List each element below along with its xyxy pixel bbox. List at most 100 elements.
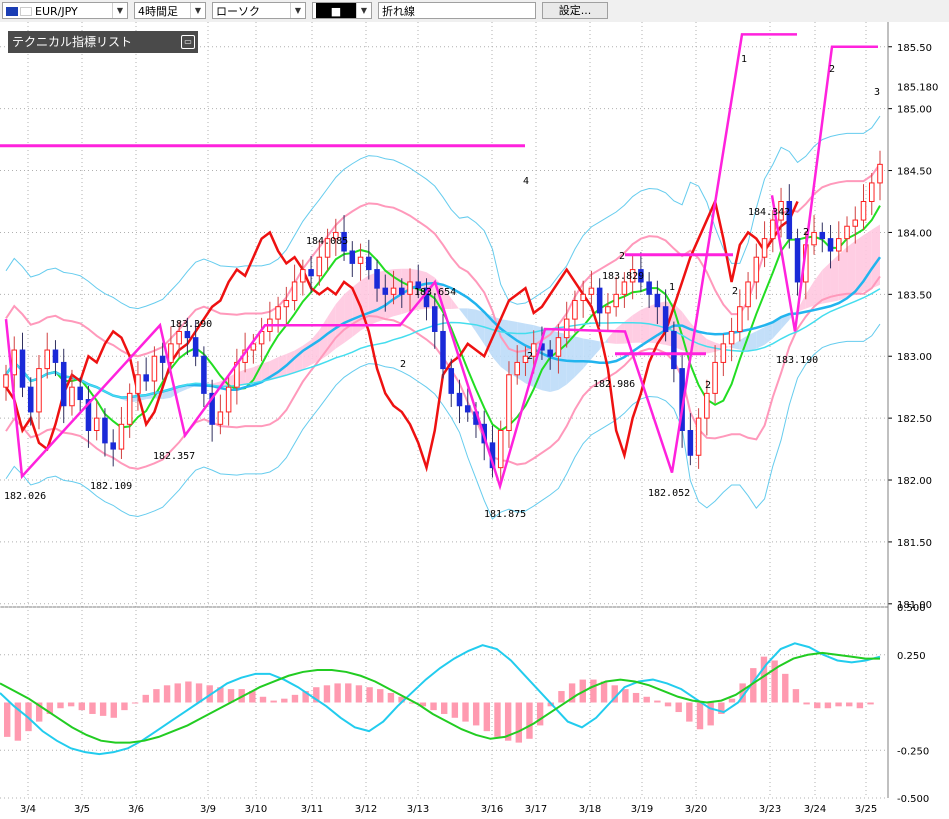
- macd-histogram-bar: [99, 702, 107, 716]
- candle-body: [291, 281, 298, 302]
- macd-histogram-bar: [153, 689, 160, 703]
- chart-type-select[interactable]: ローソク ▼: [212, 2, 306, 19]
- candle-body: [52, 349, 59, 363]
- zigzag-swing: [4, 33, 797, 491]
- collapse-icon[interactable]: ▭: [181, 35, 195, 49]
- candle-body: [737, 306, 743, 332]
- candle-body: [794, 238, 801, 283]
- macd-histogram-bar: [302, 691, 309, 703]
- current-price-label: 185.180: [897, 82, 938, 93]
- candle-body: [184, 330, 191, 339]
- chevron-down-icon[interactable]: ▼: [290, 3, 305, 18]
- candle-body: [662, 306, 669, 332]
- macd-histogram-bar: [643, 696, 650, 703]
- macd-histogram-bar: [35, 702, 43, 722]
- macd-histogram-bar: [14, 702, 22, 741]
- wave-label: 3: [874, 87, 880, 98]
- candle-body: [126, 392, 133, 425]
- candle-body: [638, 269, 644, 283]
- candle-body: [580, 293, 586, 302]
- cloud-segment: [814, 270, 823, 306]
- candle-body: [761, 238, 768, 258]
- candle-body: [3, 374, 9, 388]
- settings-button[interactable]: 設定...: [542, 2, 608, 19]
- candle-body: [135, 374, 141, 394]
- y-tick-label: 181.50: [897, 538, 932, 549]
- wave-label: 1: [669, 282, 675, 293]
- x-tick-label: 3/4: [20, 804, 36, 815]
- cloud-segment: [319, 316, 328, 361]
- candle-body: [712, 361, 718, 394]
- style-select[interactable]: ■ ▼: [312, 2, 372, 19]
- style-glyph: ■: [316, 3, 356, 18]
- cloud-segment: [410, 268, 419, 312]
- candle-body: [844, 225, 850, 240]
- cloud-segment: [475, 309, 485, 345]
- indicator-list-panel[interactable]: テクニカル指標リスト ▭: [8, 31, 198, 53]
- candle-body: [27, 386, 34, 413]
- candle-body: [19, 349, 26, 388]
- candle-body: [357, 256, 364, 264]
- timeframe-select[interactable]: 4時間足 ▼: [134, 2, 206, 19]
- chevron-down-icon[interactable]: ▼: [356, 3, 371, 18]
- symbol-select[interactable]: EUR/JPY ▼: [2, 2, 128, 19]
- x-tick-label: 3/9: [200, 804, 216, 815]
- macd-histogram-bar: [462, 702, 469, 722]
- cloud-segment: [649, 303, 658, 344]
- candle-body: [168, 343, 174, 363]
- x-tick-label: 3/11: [301, 804, 323, 815]
- cloud-segment: [385, 269, 394, 320]
- price-axis: 185.50 185.00 184.50 184.00 183.50 183.00 182.…: [887, 22, 938, 798]
- macd-histogram-bar: [377, 689, 384, 703]
- timeframe-label: 4時間足: [138, 5, 178, 18]
- macd-histogram-bar: [814, 702, 821, 709]
- cloud-segment: [847, 240, 856, 298]
- candle-body: [423, 287, 430, 308]
- candle-body: [613, 293, 619, 308]
- price-annotation: 184.342: [748, 207, 790, 218]
- candle-body: [374, 269, 380, 289]
- x-tick-label: 3/10: [245, 804, 267, 815]
- candle-body: [530, 343, 537, 357]
- wave-label: 4: [523, 176, 529, 187]
- macd-histogram-bar: [718, 702, 725, 714]
- macd-line: [0, 642, 881, 756]
- candle-body: [440, 330, 446, 370]
- candle-body: [217, 411, 224, 425]
- macd-tick-label: 0.500: [897, 603, 926, 614]
- cloud-segment: [566, 334, 575, 385]
- cloud-segment: [871, 224, 880, 289]
- wave-label: 2: [619, 251, 625, 262]
- macd-histogram-bar: [121, 702, 128, 711]
- cloud-segment: [739, 335, 749, 351]
- cloud-segment: [451, 298, 460, 310]
- price-annotation: 181.875: [484, 509, 526, 520]
- candle-body: [407, 281, 413, 295]
- cloud-segment: [467, 308, 476, 332]
- y-tick-label: 183.50: [897, 290, 932, 301]
- line-mode-field[interactable]: 折れ線: [378, 2, 536, 19]
- x-tick-label: 3/5: [74, 804, 90, 815]
- x-tick-label: 3/18: [579, 804, 601, 815]
- chevron-down-icon[interactable]: ▼: [190, 3, 205, 18]
- price-annotations: 182.026 182.109 183.390 182.357 184.085 183.6…: [4, 54, 880, 520]
- macd-histogram-bar: [78, 702, 86, 711]
- macd-histogram-bar: [163, 685, 171, 703]
- candle-body: [695, 417, 702, 456]
- symbol-label: EUR/JPY: [35, 5, 78, 18]
- price-annotation: 183.829: [602, 271, 644, 282]
- macd-histogram-bar: [472, 702, 480, 726]
- x-tick-label: 3/23: [759, 804, 781, 815]
- y-tick-label: 181.00: [897, 600, 932, 611]
- macd-histogram-bar: [57, 702, 64, 709]
- cloud-segment: [640, 306, 650, 343]
- bollinger-upper-1: [5, 163, 881, 358]
- candle-body: [151, 355, 158, 382]
- candle-body: [69, 386, 75, 407]
- chevron-down-icon[interactable]: ▼: [112, 3, 127, 18]
- cloud-segment: [616, 321, 625, 344]
- macd-tick-label: -0.500: [897, 794, 929, 805]
- candle-body: [431, 306, 438, 332]
- macd-tick-label: -0.250: [897, 746, 929, 757]
- macd-histogram-bar: [835, 702, 842, 707]
